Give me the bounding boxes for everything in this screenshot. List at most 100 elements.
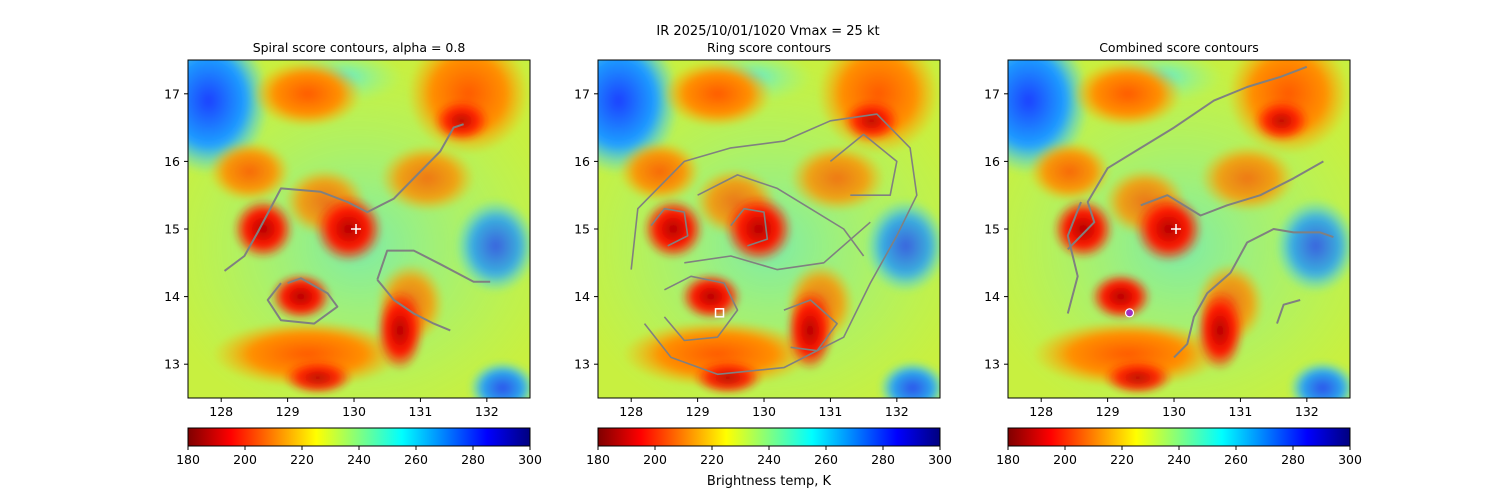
colorbar-tick-label: 200 xyxy=(1053,452,1077,467)
secondary-marker xyxy=(1124,308,1135,318)
x-tick-label: 128 xyxy=(619,404,643,419)
cloud-cell xyxy=(208,141,291,202)
y-tick-label: 15 xyxy=(164,222,180,237)
contour-line xyxy=(697,174,865,257)
colorbar: 180 200 220 240 260 280 300 xyxy=(176,427,542,467)
panel-title: Combined score contours xyxy=(1099,40,1259,55)
contour-line xyxy=(630,113,918,376)
cloud-cell xyxy=(1274,198,1350,294)
y-tick-label: 16 xyxy=(984,154,1000,169)
x-tick-label: 131 xyxy=(818,404,842,419)
contour-line xyxy=(684,221,871,271)
colorbar-tick-label: 220 xyxy=(1110,452,1134,467)
cloud-cell xyxy=(642,198,705,260)
colorbar-tick-label: 240 xyxy=(757,452,781,467)
panel-1: Spiral score contours, alpha = 0.8 128 129… xyxy=(164,40,542,467)
contour-line xyxy=(1276,299,1301,324)
colorbar: 180 200 220 240 260 280 300 xyxy=(586,427,952,467)
cloud-cell xyxy=(211,320,404,388)
y-tick-label: 16 xyxy=(164,154,180,169)
cloud-cell xyxy=(693,360,763,395)
cloud-cell xyxy=(1196,289,1244,371)
cloud-cell xyxy=(662,60,773,128)
colorbar-tick-label: 300 xyxy=(1338,452,1362,467)
contour-line xyxy=(650,207,689,247)
colorbar-gradient xyxy=(597,427,941,447)
x-tick-label: 132 xyxy=(885,404,909,419)
x-tick-label: 130 xyxy=(1162,404,1186,419)
cloud-cell xyxy=(283,360,353,395)
contour-line xyxy=(266,277,339,325)
x-tick-label: 128 xyxy=(209,404,233,419)
colorbar-tick-label: 260 xyxy=(404,452,428,467)
contour-lines xyxy=(223,123,491,332)
colorbar-tick-label: 280 xyxy=(461,452,485,467)
cloud-cell xyxy=(434,100,489,142)
cloud-cell xyxy=(621,320,814,388)
colorbar-tick-label: 180 xyxy=(586,452,610,467)
panels: Spiral score contours, alpha = 0.8 128 129… xyxy=(164,40,1362,467)
cloud-cell xyxy=(1052,198,1115,260)
x-tick-label: 128 xyxy=(1029,404,1053,419)
y-tick-label: 13 xyxy=(984,357,1000,372)
center-marker xyxy=(714,308,725,318)
colorbar-tick-label: 180 xyxy=(176,452,200,467)
colorbar-gradient xyxy=(187,427,531,447)
x-tick-label: 129 xyxy=(686,404,710,419)
colorbar-tick-label: 180 xyxy=(996,452,1020,467)
cloud-cell xyxy=(376,289,424,371)
x-tick-label: 132 xyxy=(1295,404,1319,419)
contour-line xyxy=(783,299,838,352)
colorbar-tick-label: 280 xyxy=(871,452,895,467)
panel-title: Spiral score contours, alpha = 0.8 xyxy=(253,40,466,55)
contour-line xyxy=(663,275,739,342)
cloud-cell xyxy=(1199,144,1296,213)
colorbar-label: Brightness temp, K xyxy=(707,474,832,489)
y-tick-label: 14 xyxy=(574,289,590,304)
colorbar-tick-label: 300 xyxy=(518,452,542,467)
contour-line xyxy=(1229,228,1334,274)
cloud-cell xyxy=(379,144,476,213)
colorbar: 180 200 220 240 260 280 300 xyxy=(996,427,1362,467)
contour-line xyxy=(1140,160,1324,217)
y-tick-label: 13 xyxy=(574,357,590,372)
x-tick-label: 129 xyxy=(1096,404,1120,419)
contour-lines xyxy=(1066,65,1334,359)
cloud-cell xyxy=(314,195,383,263)
cloud-cell xyxy=(468,360,530,398)
contour-line xyxy=(1066,201,1082,314)
cloud-cell xyxy=(1103,360,1173,395)
y-tick-label: 14 xyxy=(164,289,180,304)
panel-title: Ring score contours xyxy=(707,40,831,55)
x-tick-label: 132 xyxy=(475,404,499,419)
y-tick-label: 17 xyxy=(164,86,180,101)
colorbar-tick-label: 220 xyxy=(700,452,724,467)
contour-lines xyxy=(630,113,918,376)
contour-line xyxy=(376,249,491,283)
x-tick-label: 131 xyxy=(1228,404,1252,419)
panel-2: Ring score contours 128 129 130 131 132 13 14 15… xyxy=(574,40,952,467)
center-marker xyxy=(1171,224,1182,234)
y-tick-label: 14 xyxy=(984,289,1000,304)
cloud-cell xyxy=(1254,100,1309,142)
colorbar-gradient xyxy=(1007,427,1351,447)
cloud-cell xyxy=(252,60,363,128)
figure-suptitle: IR 2025/10/01/1020 Vmax = 25 kt xyxy=(656,24,879,39)
cloud-cell xyxy=(1031,320,1224,388)
x-tick-label: 130 xyxy=(752,404,776,419)
cloud-cell xyxy=(786,289,834,371)
cloud-cell xyxy=(1072,60,1183,128)
contour-line xyxy=(1067,65,1308,250)
center-marker xyxy=(351,224,362,234)
contour-line xyxy=(829,133,898,196)
cloud-cell xyxy=(878,360,940,398)
cloud-cell xyxy=(1028,141,1111,202)
cloud-cell xyxy=(1134,195,1203,263)
colorbar-tick-label: 260 xyxy=(1224,452,1248,467)
y-tick-label: 17 xyxy=(984,86,1000,101)
cloud-cell xyxy=(1288,360,1350,398)
panel-3: Combined score contours 128 129 130 131 132 13… xyxy=(984,40,1362,467)
y-tick-label: 15 xyxy=(984,222,1000,237)
x-tick-label: 129 xyxy=(276,404,300,419)
